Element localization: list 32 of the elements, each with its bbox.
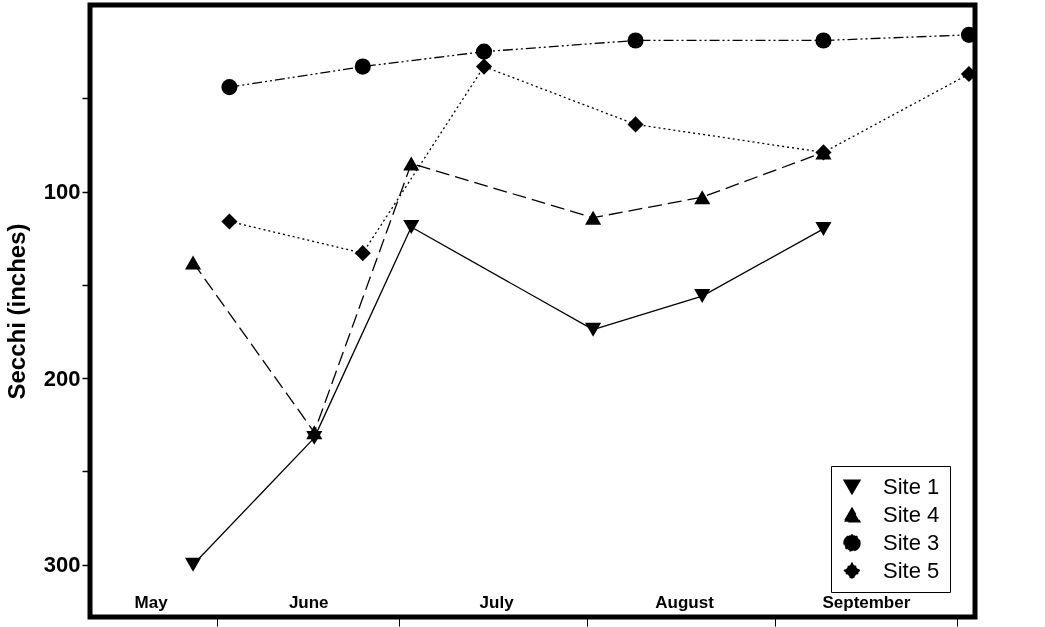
y-tick-label: 300 <box>43 552 81 578</box>
x-tick-label: August <box>655 592 715 612</box>
point <box>694 190 711 205</box>
x-tick-label: May <box>134 592 169 612</box>
point <box>475 58 493 75</box>
point <box>403 156 420 171</box>
point <box>354 245 371 262</box>
legend-label: Site 3 <box>883 530 940 555</box>
x-tick-label: June <box>288 592 329 612</box>
point <box>221 213 238 230</box>
legend-label: Site 5 <box>883 558 940 583</box>
y-tick-label: 200 <box>43 365 81 391</box>
point <box>627 116 644 133</box>
legend-label: Site 1 <box>883 474 940 499</box>
y-axis-title: Secchi (inches) <box>2 223 30 400</box>
point <box>354 58 371 75</box>
point <box>221 79 238 96</box>
point <box>184 557 202 572</box>
point <box>815 32 832 49</box>
point <box>694 289 711 304</box>
y-tick-label: 100 <box>43 179 81 205</box>
point <box>585 210 602 225</box>
x-tick-label: September <box>822 592 911 612</box>
point <box>627 32 644 49</box>
legend-label: Site 4 <box>883 502 940 527</box>
point <box>815 221 832 236</box>
point <box>475 43 493 60</box>
x-tick-label: July <box>479 592 515 612</box>
point <box>184 255 202 270</box>
point <box>585 322 602 337</box>
point <box>403 220 420 235</box>
point <box>306 425 323 440</box>
